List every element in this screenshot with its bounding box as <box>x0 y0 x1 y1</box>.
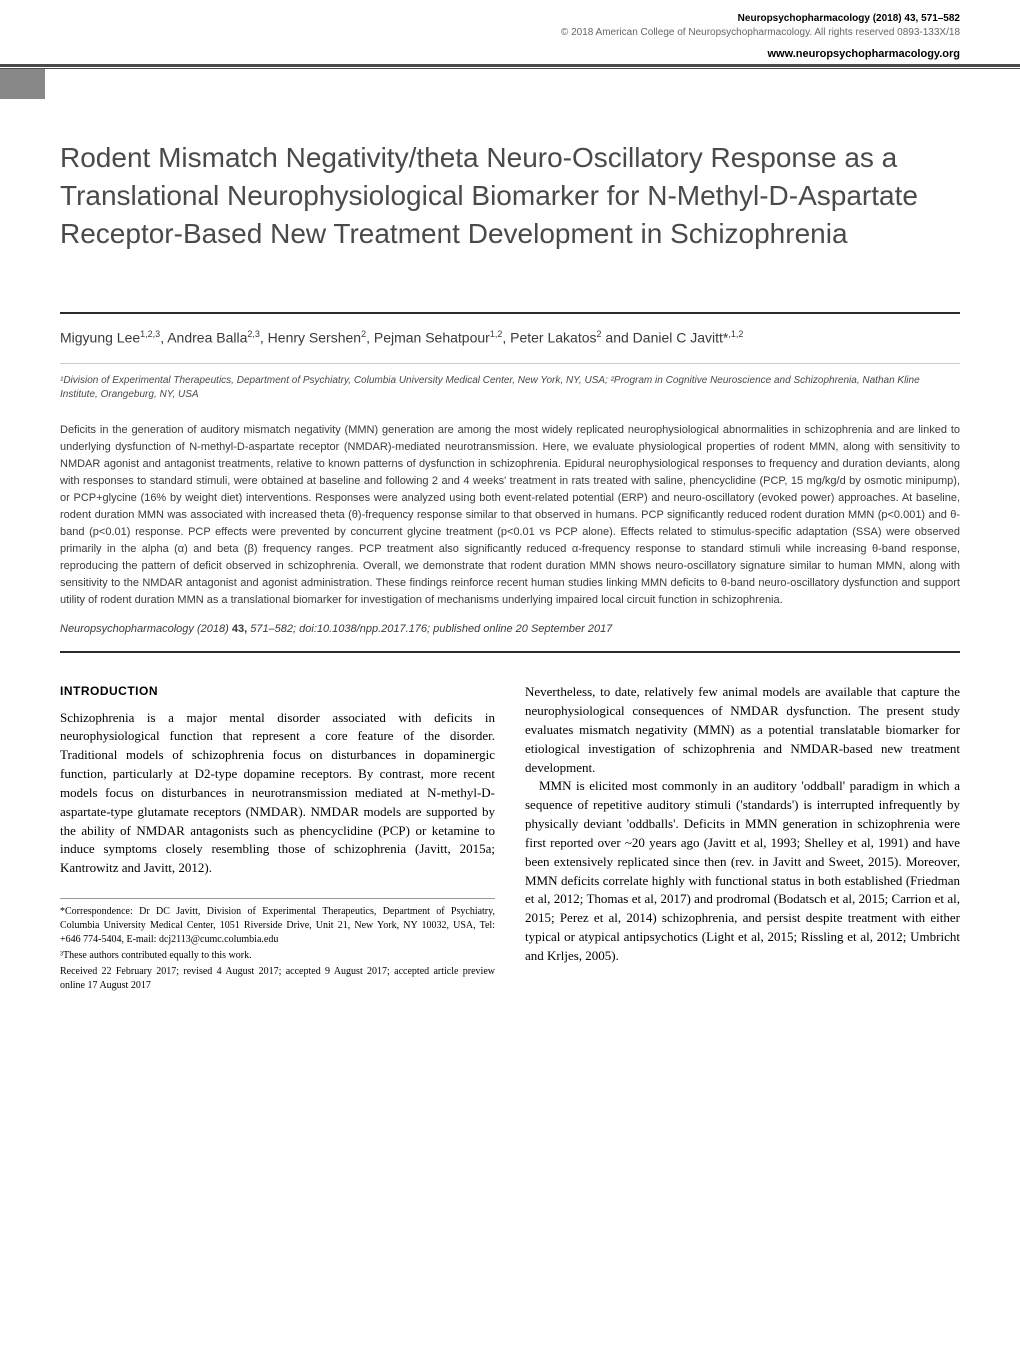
abstract-section: Deficits in the generation of auditory m… <box>60 402 960 654</box>
intro-heading: INTRODUCTION <box>60 683 495 700</box>
journal-url-bar: www.neuropsychopharmacology.org <box>0 48 1020 67</box>
main-content: INTRODUCTION Schizophrenia is a major me… <box>0 653 1020 1035</box>
correspondence-note: *Correspondence: Dr DC Javitt, Division … <box>60 905 495 947</box>
page-container: Neuropsychopharmacology (2018) 43, 571–5… <box>0 0 1020 1035</box>
intro-paragraph-2: Nevertheless, to date, relatively few an… <box>525 683 960 777</box>
citation-doi: doi:10.1038/npp.2017.176; published onli… <box>299 623 612 635</box>
column-left: INTRODUCTION Schizophrenia is a major me… <box>60 683 495 995</box>
affiliations: ¹Division of Experimental Therapeutics, … <box>60 374 960 402</box>
citation-pages: 571–582; <box>250 623 296 635</box>
header-divider <box>0 67 1020 69</box>
citation-journal: Neuropsychopharmacology <box>60 623 194 635</box>
journal-url: www.neuropsychopharmacology.org <box>767 48 960 64</box>
authors-line: Migyung Lee1,2,3, Andrea Balla2,3, Henry… <box>60 328 960 348</box>
intro-paragraph-3: MMN is elicited most commonly in an audi… <box>525 777 960 965</box>
copyright-line: © 2018 American College of Neuropsychoph… <box>0 26 960 40</box>
column-right: Nevertheless, to date, relatively few an… <box>525 683 960 995</box>
abstract-text: Deficits in the generation of auditory m… <box>60 422 960 610</box>
authors-box: Migyung Lee1,2,3, Andrea Balla2,3, Henry… <box>60 312 960 363</box>
title-section: Rodent Mismatch Negativity/theta Neuro-O… <box>0 99 1020 312</box>
citation-line: Neuropsychopharmacology (2018) 43, 571–5… <box>60 623 960 635</box>
publisher-mark <box>0 69 45 99</box>
dates-note: Received 22 February 2017; revised 4 Aug… <box>60 965 495 993</box>
journal-name: Neuropsychopharmacology (2018) 43, 571–5… <box>0 12 960 26</box>
citation-year: (2018) <box>197 623 229 635</box>
equal-contribution-note: ³These authors contributed equally to th… <box>60 949 495 963</box>
article-title: Rodent Mismatch Negativity/theta Neuro-O… <box>60 139 960 252</box>
header-meta: Neuropsychopharmacology (2018) 43, 571–5… <box>0 0 1020 48</box>
citation-volume: 43, <box>232 623 247 635</box>
intro-paragraph-1: Schizophrenia is a major mental disorder… <box>60 709 495 879</box>
footnotes: *Correspondence: Dr DC Javitt, Division … <box>60 898 495 993</box>
